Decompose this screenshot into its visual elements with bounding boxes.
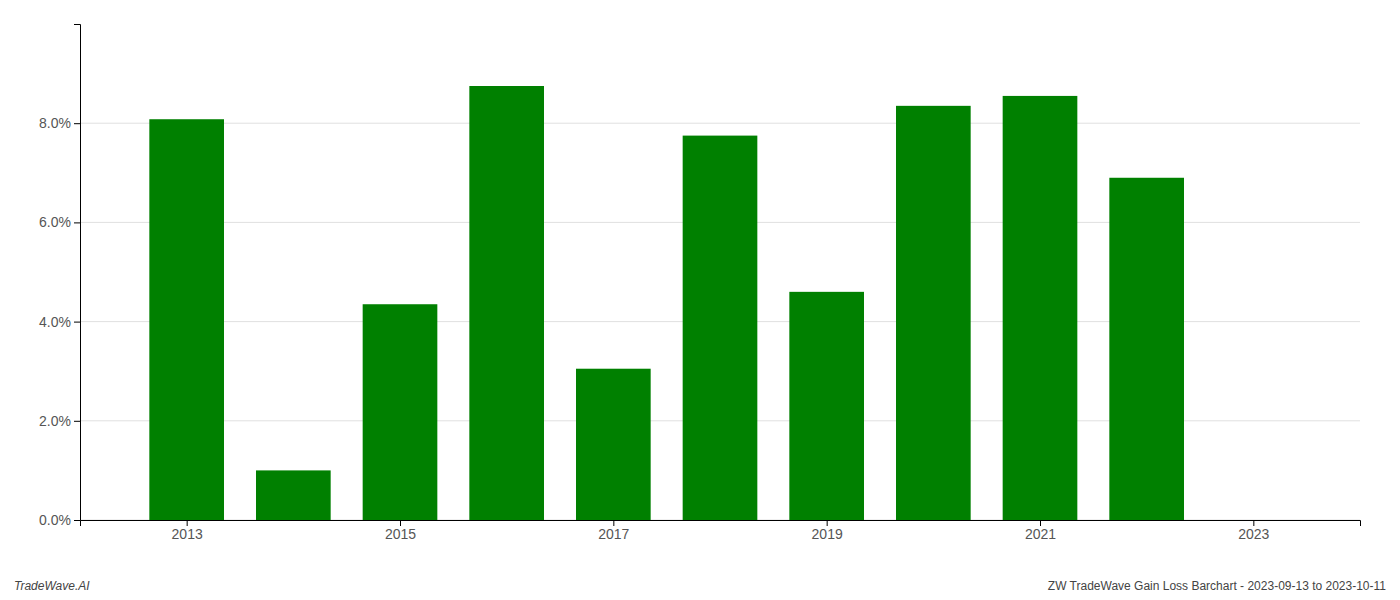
y-tick-mark (74, 123, 80, 124)
y-tick-label: 8.0% (39, 115, 71, 131)
bar (1109, 178, 1184, 520)
bar (363, 304, 438, 520)
y-tick: 0.0% (39, 512, 80, 528)
y-tick-label: 6.0% (39, 214, 71, 230)
x-axis-line (81, 521, 1361, 527)
bar (1003, 96, 1078, 520)
x-tick: 2019 (812, 520, 843, 542)
grid-line (80, 123, 1360, 124)
y-axis: 0.0% 2.0% 4.0% 6.0% 8.0% (39, 25, 80, 528)
x-tick-label: 2021 (1025, 526, 1056, 542)
x-tick: 2013 (172, 520, 203, 542)
x-tick: 2015 (385, 520, 416, 542)
y-tick-mark (74, 322, 80, 323)
x-tick: 2017 (598, 520, 629, 542)
x-tick-label: 2019 (812, 526, 843, 542)
x-tick: 2021 (1025, 520, 1056, 542)
plot: 2013 2015 2017 2019 2021 2023 0.0% 2.0% 4.0% 6.0%… (39, 25, 1360, 542)
bar (789, 292, 864, 520)
y-tick-mark (74, 520, 80, 521)
footer-right: ZW TradeWave Gain Loss Barchart - 2023-0… (1048, 579, 1386, 593)
x-axis: 2013 2015 2017 2019 2021 2023 (81, 520, 1361, 542)
y-tick: 2.0% (39, 413, 80, 429)
bar (469, 86, 544, 520)
x-tick: 2023 (1238, 520, 1269, 542)
grid (80, 123, 1360, 520)
bar (256, 470, 331, 520)
y-axis-line (74, 25, 81, 521)
bar (149, 119, 224, 520)
y-tick-mark (74, 222, 80, 223)
x-tick-label: 2013 (172, 526, 203, 542)
bars (149, 86, 1184, 520)
y-tick-label: 0.0% (39, 512, 71, 528)
x-tick-label: 2023 (1238, 526, 1269, 542)
bar (896, 106, 971, 520)
y-tick: 4.0% (39, 314, 80, 330)
x-tick-label: 2017 (598, 526, 629, 542)
footer-left: TradeWave.AI (14, 579, 90, 593)
y-tick: 6.0% (39, 214, 80, 230)
y-tick: 8.0% (39, 115, 80, 131)
chart: 2013 2015 2017 2019 2021 2023 0.0% 2.0% 4.0% 6.0%… (0, 0, 1400, 600)
y-tick-label: 2.0% (39, 413, 71, 429)
x-tick-label: 2015 (385, 526, 416, 542)
y-tick-mark (74, 421, 80, 422)
y-tick-label: 4.0% (39, 314, 71, 330)
bar (683, 136, 758, 520)
bar (576, 369, 651, 520)
